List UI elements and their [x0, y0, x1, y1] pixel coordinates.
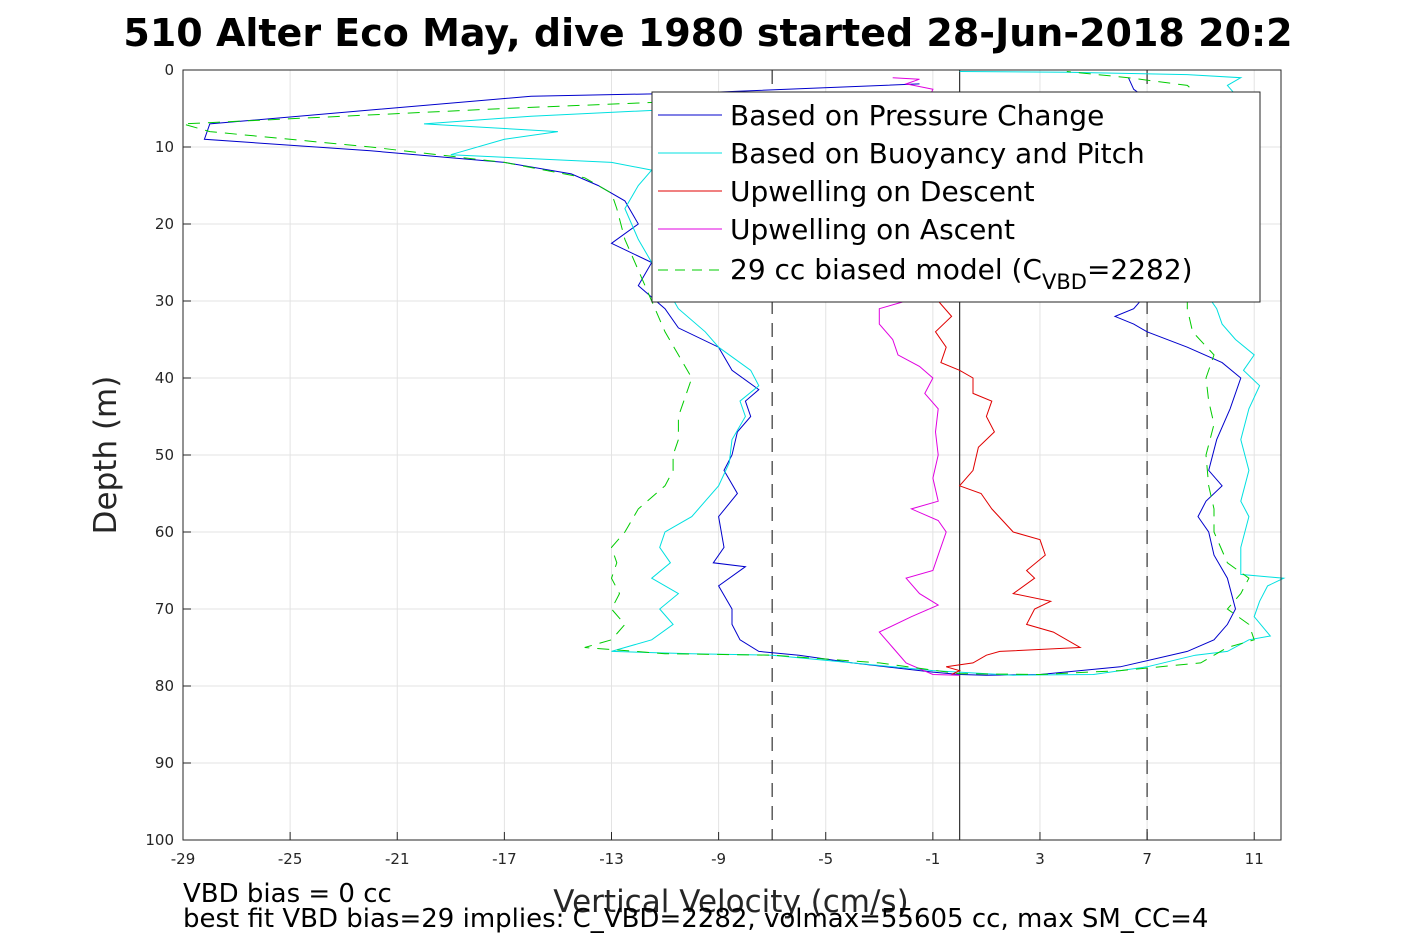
legend-model-prefix: 29 cc biased model (C	[730, 253, 1042, 286]
x-tick-label: -5	[818, 850, 833, 868]
series-line-4	[182, 71, 1255, 676]
legend-model-suffix: =2282)	[1087, 253, 1193, 286]
y-tick-label: 100	[145, 831, 174, 849]
x-tick-label: -29	[171, 850, 196, 868]
y-tick-label: 90	[155, 754, 174, 772]
y-axis-label: Depth (m)	[88, 376, 124, 535]
x-tick-label: -13	[599, 850, 624, 868]
annotation-best-fit: best fit VBD bias=29 implies: C_VBD=2282…	[183, 904, 1208, 934]
series-line-2	[934, 300, 1082, 675]
x-tick-label: 3	[1035, 850, 1045, 868]
x-tick-label: -17	[492, 850, 517, 868]
x-axis-ticks: -29 -25 -21 -17 -13 -9 -5 -1 3 7 11	[171, 832, 1264, 868]
y-tick-label: 70	[155, 600, 174, 618]
y-tick-label: 0	[164, 61, 174, 79]
chart-title: 510 Alter Eco May, dive 1980 started 28-…	[123, 11, 1292, 55]
legend-model-subscript: VBD	[1042, 270, 1087, 294]
y-axis-ticks: 0 10 20 30 40 50 60 70 80 90 100	[145, 61, 191, 849]
legend-entry-buoyancy-pitch: Based on Buoyancy and Pitch	[730, 137, 1145, 170]
y-tick-label: 60	[155, 523, 174, 541]
x-tick-label: 11	[1245, 850, 1264, 868]
legend-entry-pressure-change: Based on Pressure Change	[730, 99, 1104, 132]
legend-entry-biased-model: 29 cc biased model (CVBD=2282)	[730, 253, 1193, 294]
y-tick-label: 30	[155, 292, 174, 310]
series-line-0	[203, 77, 1242, 676]
x-tick-label: -21	[385, 850, 410, 868]
legend-entry-upwelling-descent: Upwelling on Descent	[730, 175, 1035, 208]
legend: Based on Pressure Change Based on Buoyan…	[651, 91, 1261, 303]
data-series	[182, 71, 1286, 676]
legend-entry-upwelling-ascent: Upwelling on Ascent	[730, 213, 1015, 246]
legend-box	[651, 91, 1261, 303]
x-tick-label: -1	[925, 850, 940, 868]
series-line-1	[423, 71, 1286, 676]
x-tick-label: -25	[278, 850, 303, 868]
y-tick-label: 50	[155, 446, 174, 464]
x-axis-label: Vertical Velocity (cm/s)	[553, 884, 908, 920]
y-tick-label: 20	[155, 215, 174, 233]
y-tick-label: 10	[155, 138, 174, 156]
y-tick-label: 40	[155, 369, 174, 387]
x-tick-label: -9	[711, 850, 726, 868]
x-tick-label: 7	[1142, 850, 1152, 868]
annotation-vbd-bias: VBD bias = 0 cc	[183, 879, 392, 909]
y-tick-label: 80	[155, 677, 174, 695]
